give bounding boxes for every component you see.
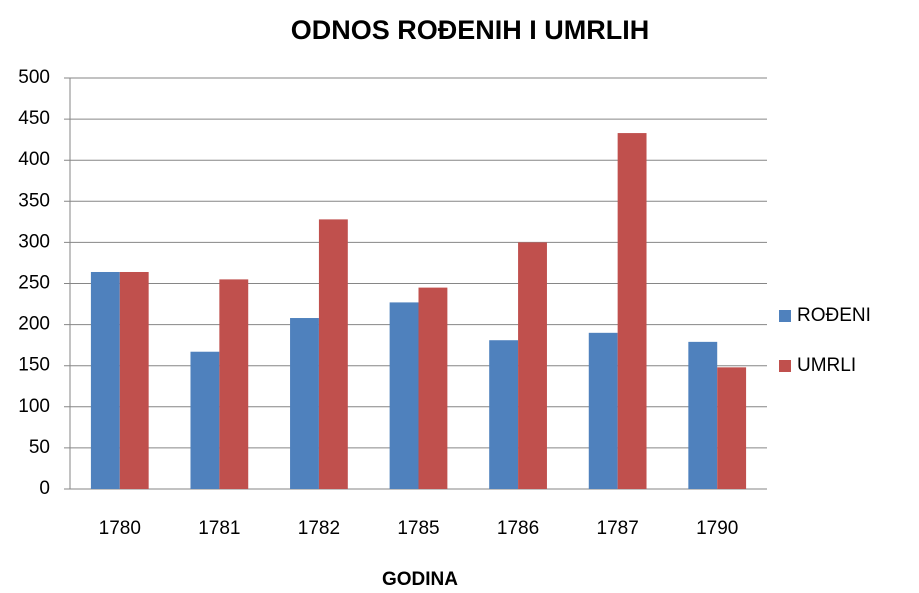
- y-tick-label: 100: [18, 396, 50, 417]
- bar: [119, 271, 149, 489]
- bar: [717, 367, 747, 489]
- bar: [518, 242, 547, 489]
- x-tick-label: 1787: [597, 518, 639, 539]
- y-tick-label: 250: [18, 273, 50, 294]
- y-tick-label: 200: [18, 314, 50, 335]
- y-tick-label: 0: [39, 478, 50, 499]
- legend-label: ROĐENI: [797, 305, 871, 326]
- x-tick-label: 1782: [298, 518, 340, 539]
- x-tick-label: 1786: [497, 518, 539, 539]
- x-axis-title: GODINA: [382, 569, 458, 590]
- y-tick-label: 50: [29, 437, 50, 458]
- x-tick-label: 1781: [198, 518, 240, 539]
- y-tick-label: 300: [18, 231, 50, 252]
- bar: [617, 133, 647, 489]
- chart-title: ODNOS ROĐENIH I UMRLIH: [291, 15, 650, 45]
- y-tick-label: 500: [18, 67, 50, 88]
- y-tick-label: 400: [18, 149, 50, 170]
- y-tick-label: 150: [18, 355, 50, 376]
- legend-swatch: [779, 310, 791, 322]
- bar: [588, 332, 618, 489]
- x-tick-label: 1790: [696, 518, 738, 539]
- bar: [389, 302, 419, 489]
- bar: [219, 279, 249, 489]
- bar: [318, 219, 348, 489]
- legend-swatch: [779, 360, 791, 372]
- bar: [418, 287, 448, 489]
- x-tick-label: 1785: [397, 518, 439, 539]
- bar: [190, 351, 220, 489]
- legend-label: UMRLI: [797, 355, 856, 376]
- bar: [290, 318, 319, 489]
- bar: [688, 341, 718, 489]
- y-tick-label: 450: [18, 108, 50, 129]
- y-tick-label: 350: [18, 190, 50, 211]
- bar: [90, 271, 120, 489]
- x-tick-label: 1780: [99, 518, 141, 539]
- bar: [489, 340, 519, 489]
